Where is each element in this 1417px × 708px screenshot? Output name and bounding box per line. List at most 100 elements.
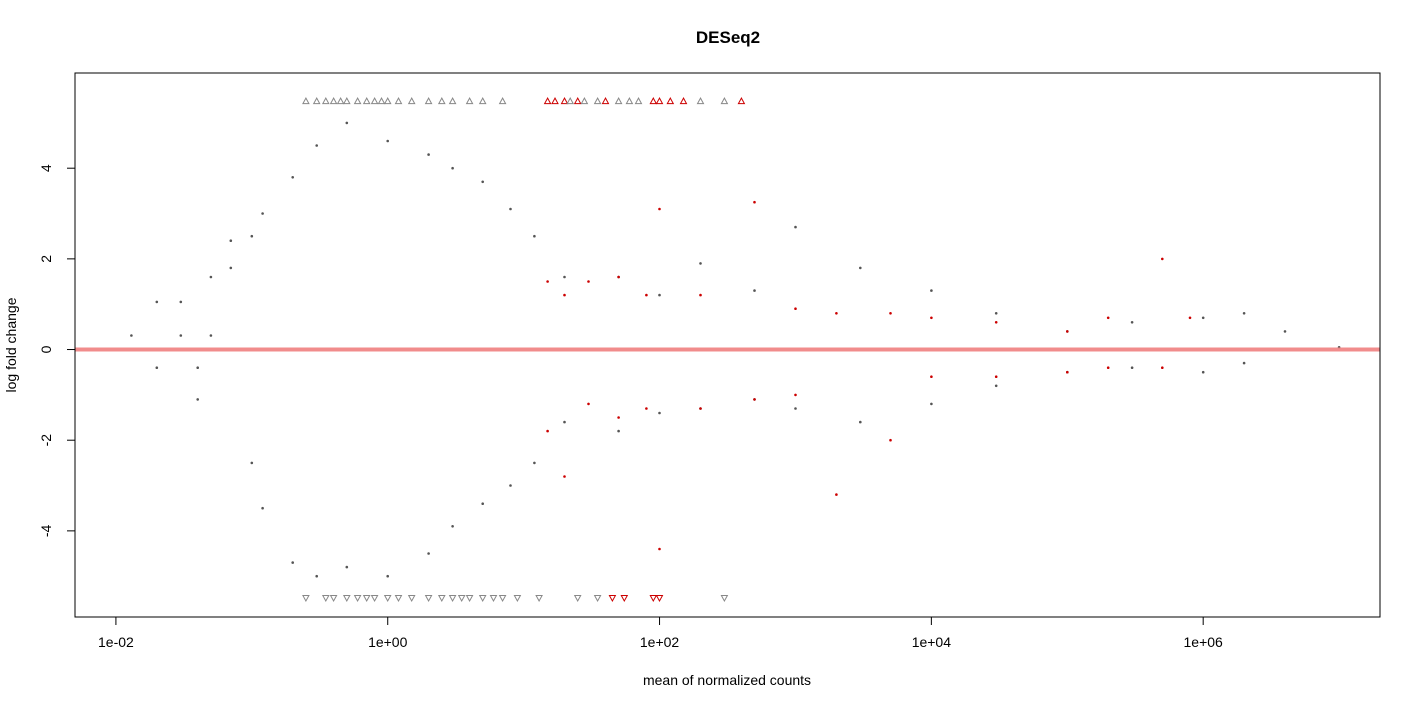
out-of-range-up-marker-10 (383, 97, 392, 105)
significant-point-25 (994, 375, 998, 379)
out-of-range-down-marker-19 (535, 595, 543, 603)
point-39 (699, 262, 702, 265)
significant-point-2 (563, 293, 566, 297)
out-of-range-down-marker-17 (498, 595, 507, 603)
plot-frame (74, 72, 1381, 618)
point-22 (386, 574, 390, 578)
out-of-range-down-marker-10 (424, 595, 433, 603)
out-of-range-up-marker-17 (478, 97, 487, 105)
significant-point-20 (889, 312, 892, 315)
data-points (130, 97, 1341, 603)
point-30 (509, 484, 512, 487)
x-tick-label-2: 1e+02 (640, 634, 680, 650)
point-31 (533, 234, 536, 238)
out-of-range-up-marker-24 (580, 97, 589, 105)
point-17 (315, 144, 319, 147)
out-of-range-up-marker-18 (498, 97, 507, 105)
out-of-range-down-marker-24 (649, 595, 658, 603)
x-tick-label-0: 1e-02 (98, 634, 134, 650)
out-of-range-up-marker-8 (370, 97, 379, 105)
significant-point-18 (835, 312, 838, 315)
out-of-range-down-marker-25 (655, 595, 664, 603)
out-of-range-down-marker-12 (448, 595, 457, 603)
out-of-range-down-marker-9 (407, 595, 416, 603)
point-15 (291, 176, 295, 179)
out-of-range-up-marker-28 (625, 97, 634, 105)
y-tick-label-3: 2 (38, 255, 54, 263)
out-of-range-up-marker-35 (720, 97, 729, 105)
out-of-range-down-marker-8 (394, 595, 403, 603)
out-of-range-down-marker-7 (383, 595, 392, 603)
out-of-range-down-marker-20 (573, 595, 582, 603)
chart-title: DESeq2 (696, 28, 760, 47)
out-of-range-up-marker-3 (329, 97, 338, 105)
significant-point-7 (617, 416, 620, 419)
significant-point-26 (1066, 330, 1069, 333)
out-of-range-down-marker-4 (353, 595, 362, 603)
point-24 (427, 552, 430, 555)
significant-point-1 (546, 429, 549, 433)
out-of-range-up-marker-7 (362, 97, 371, 105)
point-27 (481, 180, 485, 184)
out-of-range-down-marker-26 (720, 595, 729, 603)
point-5 (196, 366, 199, 370)
point-45 (859, 266, 862, 270)
significant-point-30 (1161, 257, 1164, 261)
out-of-range-up-marker-26 (601, 97, 610, 105)
point-26 (451, 525, 454, 528)
out-of-range-up-marker-22 (566, 97, 575, 105)
point-10 (229, 266, 233, 270)
out-of-range-up-marker-15 (448, 97, 457, 105)
significant-point-27 (1066, 370, 1069, 374)
out-of-range-down-marker-13 (457, 595, 466, 603)
out-of-range-up-marker-27 (614, 97, 623, 105)
point-12 (250, 461, 254, 465)
point-36 (617, 429, 620, 433)
out-of-range-up-marker-0 (302, 97, 310, 105)
point-3 (179, 334, 183, 337)
point-16 (291, 561, 295, 564)
y-tick-label-0: -4 (38, 524, 54, 537)
out-of-range-up-marker-19 (543, 97, 552, 105)
out-of-range-up-marker-20 (551, 97, 559, 105)
y-axis-label: log fold change (3, 297, 19, 392)
significant-point-4 (587, 280, 590, 283)
out-of-range-up-marker-34 (696, 97, 705, 105)
point-7 (209, 275, 213, 279)
significant-point-28 (1106, 316, 1110, 320)
point-59 (1283, 330, 1287, 333)
out-of-range-down-marker-3 (342, 595, 351, 603)
point-4 (179, 300, 183, 304)
x-axis: 1e-02 1e+00 1e+02 1e+04 1e+06 (98, 616, 1224, 650)
point-56 (1201, 370, 1205, 374)
point-1 (155, 366, 159, 370)
out-of-range-up-marker-4 (336, 97, 345, 105)
point-6 (196, 398, 199, 401)
out-of-range-down-marker-23 (620, 595, 629, 603)
point-21 (386, 139, 390, 143)
significant-point-12 (699, 293, 702, 297)
out-of-range-down-marker-2 (329, 595, 338, 603)
significant-point-21 (889, 438, 892, 442)
significant-point-32 (1188, 316, 1192, 320)
point-50 (994, 384, 998, 388)
point-28 (481, 502, 485, 506)
point-37 (658, 293, 661, 297)
point-20 (345, 565, 349, 569)
x-tick-label-4: 1e+06 (1184, 634, 1224, 650)
point-9 (229, 239, 233, 242)
out-of-range-down-marker-1 (321, 595, 330, 603)
point-43 (794, 225, 797, 229)
point-44 (794, 407, 797, 410)
point-0 (130, 334, 133, 337)
point-41 (753, 289, 756, 292)
significant-point-19 (835, 493, 838, 496)
significant-point-22 (930, 316, 933, 320)
out-of-range-down-marker-18 (513, 595, 522, 603)
out-of-range-up-marker-14 (437, 97, 446, 105)
significant-point-3 (563, 475, 566, 478)
out-of-range-down-marker-6 (370, 595, 379, 603)
point-54 (1130, 366, 1134, 370)
point-55 (1201, 316, 1205, 320)
